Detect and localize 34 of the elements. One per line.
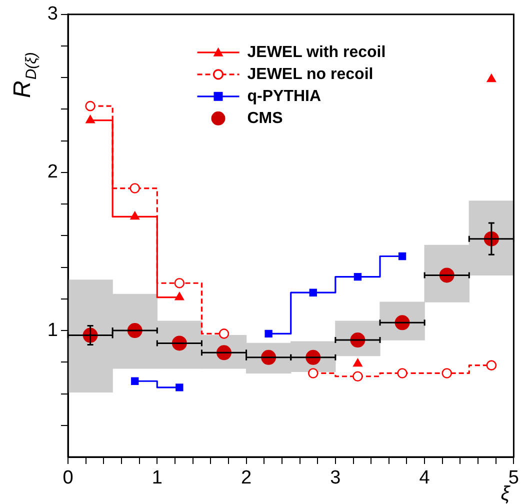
x-axis-title: ξ — [500, 483, 511, 504]
point — [218, 328, 230, 339]
point — [130, 212, 140, 220]
legend-label: JEWEL no recoil — [247, 66, 374, 83]
point — [308, 368, 318, 378]
point — [486, 360, 497, 370]
legend-label: q-PYTHIA — [247, 88, 322, 105]
point — [174, 278, 185, 288]
point — [398, 252, 406, 260]
point — [397, 368, 408, 378]
x-tick-label: 2 — [241, 468, 252, 489]
y-tick-label: 2 — [47, 162, 58, 183]
y-tick-label: 3 — [47, 4, 58, 25]
point — [353, 358, 362, 367]
point — [442, 368, 452, 378]
x-tick-label: 3 — [330, 468, 341, 489]
point — [264, 330, 272, 338]
point — [174, 292, 184, 300]
x-tick-label: 1 — [152, 468, 162, 489]
x-tick-label: 0 — [62, 468, 74, 489]
point — [85, 100, 96, 112]
point — [131, 377, 139, 385]
legend-label: CMS — [247, 110, 284, 127]
point — [176, 384, 184, 392]
y-tick-label: 1 — [47, 320, 58, 341]
point — [486, 74, 496, 82]
point — [86, 115, 95, 124]
y-axis-title: RD(ξ) — [9, 52, 40, 98]
legend-label: JEWEL with recoil — [247, 44, 386, 61]
point — [309, 288, 317, 296]
point — [354, 272, 362, 281]
point — [130, 183, 140, 194]
x-tick-label: 4 — [419, 468, 430, 489]
point — [352, 371, 363, 382]
